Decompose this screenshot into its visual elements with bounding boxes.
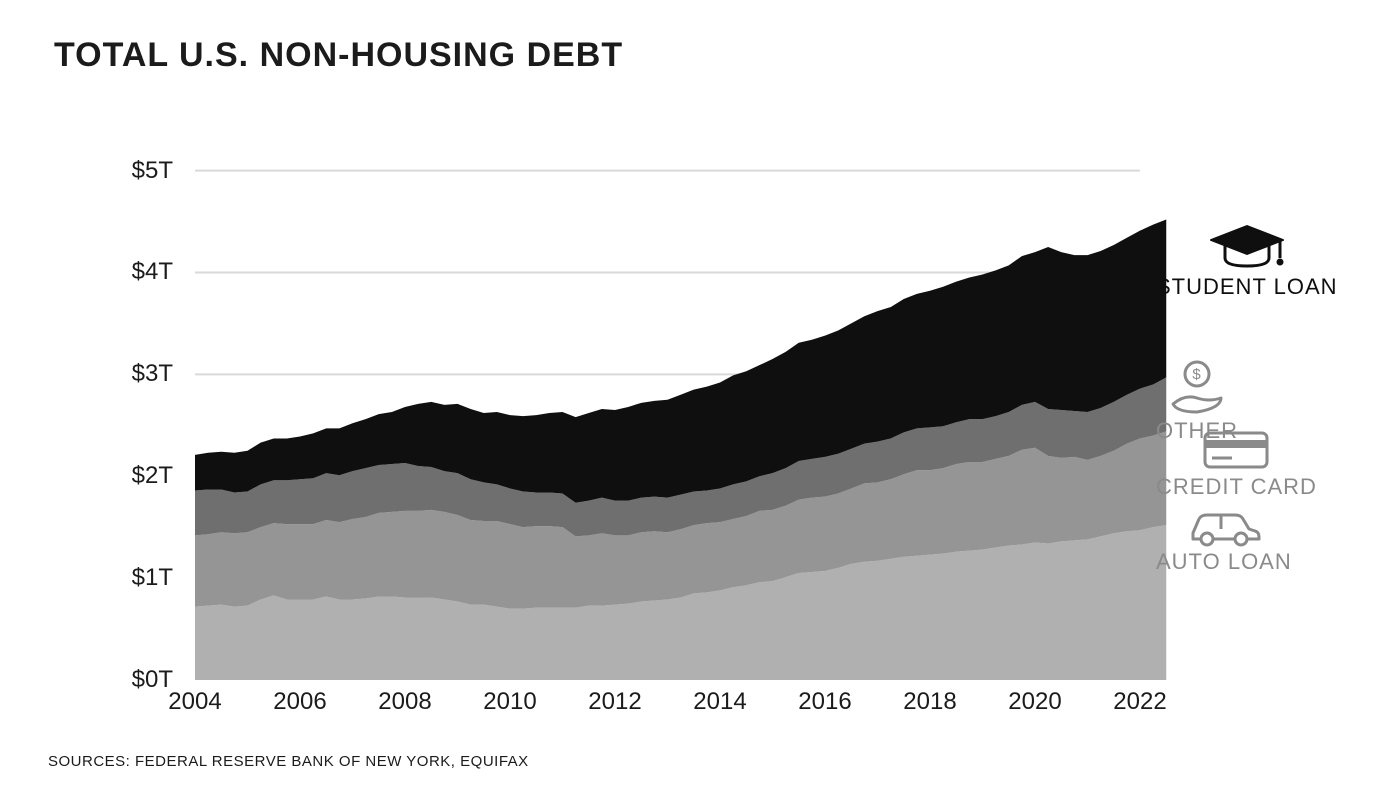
xtick-label: 2018	[903, 688, 956, 716]
chart-title: TOTAL U.S. NON-HOUSING DEBT	[54, 36, 623, 75]
area-chart: $0T$1T$2T$3T$4T$5T2004200620082010201220…	[195, 140, 1140, 680]
ytick-label: $2T	[132, 462, 173, 490]
ytick-label: $3T	[132, 360, 173, 388]
svg-text:$: $	[1192, 366, 1201, 383]
xtick-label: 2010	[483, 688, 536, 716]
chart-page: TOTAL U.S. NON-HOUSING DEBT $0T$1T$2T$3T…	[0, 0, 1400, 788]
graduation-cap-icon	[1205, 222, 1289, 272]
legend-student-loan: STUDENT LOAN	[1156, 222, 1338, 300]
ytick-label: $4T	[132, 258, 173, 286]
credit-card-icon	[1202, 428, 1270, 472]
ytick-label: $0T	[132, 666, 173, 694]
sources-caption: SOURCES: FEDERAL RESERVE BANK OF NEW YOR…	[48, 753, 529, 770]
chart-svg	[195, 140, 1140, 680]
xtick-label: 2008	[378, 688, 431, 716]
legend-label: CREDIT CARD	[1156, 474, 1317, 500]
xtick-label: 2014	[693, 688, 746, 716]
legend-label: STUDENT LOAN	[1156, 274, 1338, 300]
legend-auto-loan: AUTO LOAN	[1156, 507, 1292, 575]
money-hand-icon: $	[1167, 358, 1227, 416]
xtick-label: 2006	[273, 688, 326, 716]
ytick-label: $1T	[132, 564, 173, 592]
xtick-label: 2020	[1008, 688, 1061, 716]
xtick-label: 2022	[1113, 688, 1166, 716]
legend-credit-card: CREDIT CARD	[1156, 428, 1317, 500]
legend-label: AUTO LOAN	[1156, 549, 1292, 575]
xtick-label: 2016	[798, 688, 851, 716]
xtick-label: 2004	[168, 688, 221, 716]
car-icon	[1185, 507, 1263, 547]
ytick-label: $5T	[132, 157, 173, 185]
xtick-label: 2012	[588, 688, 641, 716]
